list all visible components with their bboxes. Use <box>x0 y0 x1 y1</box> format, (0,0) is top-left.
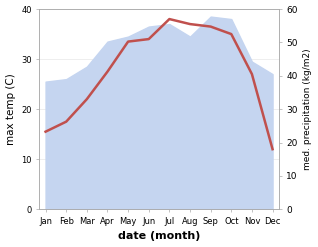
Y-axis label: max temp (C): max temp (C) <box>5 73 16 145</box>
X-axis label: date (month): date (month) <box>118 231 200 242</box>
Y-axis label: med. precipitation (kg/m2): med. precipitation (kg/m2) <box>303 48 313 170</box>
